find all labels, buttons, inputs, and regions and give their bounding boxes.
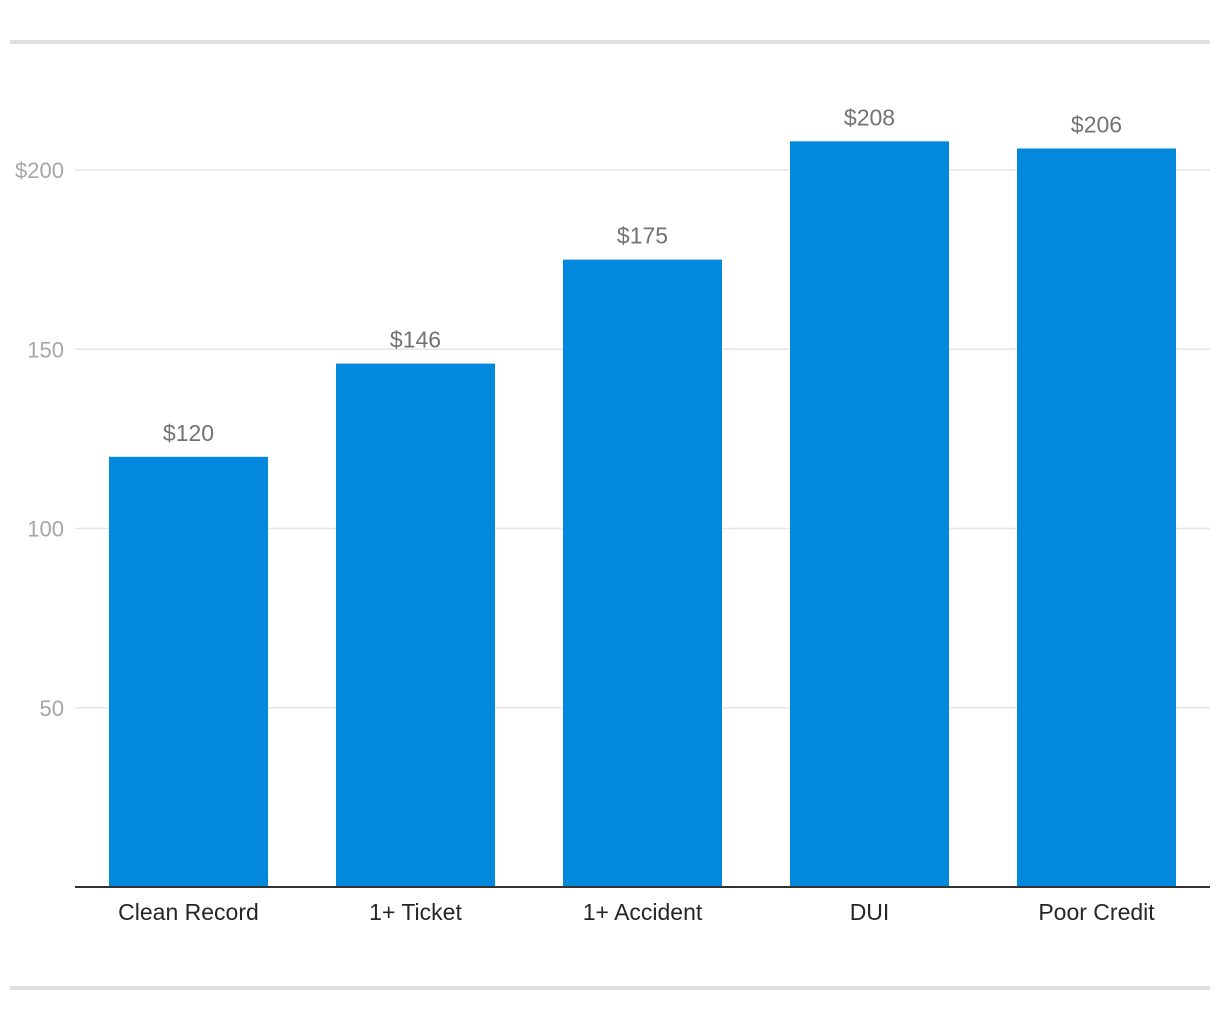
y-tick-label: $200: [15, 158, 64, 183]
x-tick-label: Clean Record: [118, 899, 259, 925]
data-label: $120: [163, 420, 214, 446]
y-tick-label: 100: [27, 517, 64, 542]
y-axis-ticks: 50 100 150 $200: [15, 158, 64, 721]
x-tick-label: Poor Credit: [1038, 899, 1155, 925]
data-label: $146: [390, 327, 441, 353]
y-tick-label: 150: [27, 337, 64, 362]
data-labels: $120 $146 $175 $208 $206: [163, 104, 1122, 445]
y-tick-label: 50: [40, 696, 64, 721]
data-label: $208: [844, 104, 895, 130]
bars: [109, 141, 1176, 888]
bar-clean-record: [109, 456, 268, 887]
data-label: $206: [1071, 111, 1122, 137]
x-tick-label: 1+ Ticket: [369, 899, 462, 925]
x-tick-label: DUI: [850, 899, 890, 925]
bar-poor-credit: [1017, 148, 1176, 888]
x-tick-label: 1+ Accident: [583, 899, 703, 925]
data-label: $175: [617, 223, 668, 249]
bar-dui: [790, 141, 949, 887]
bar-1-ticket: [336, 363, 495, 888]
bar-1-accident: [563, 259, 722, 887]
x-axis-ticks: Clean Record 1+ Ticket 1+ Accident DUI Poor …: [118, 899, 1155, 925]
